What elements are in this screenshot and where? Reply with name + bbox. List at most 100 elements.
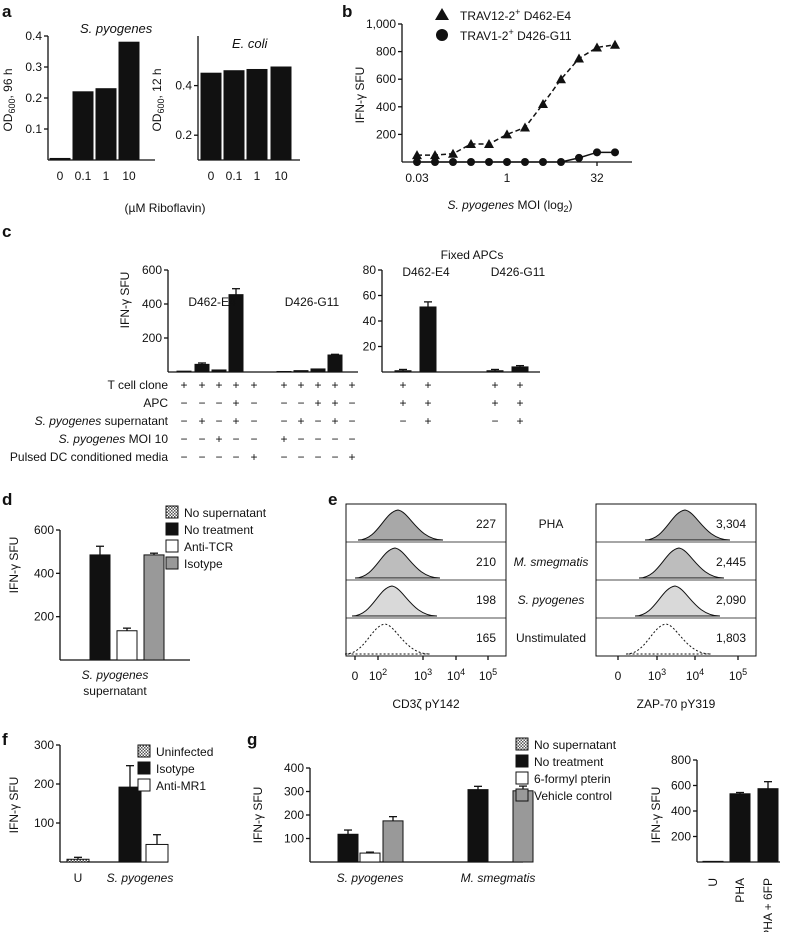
tick-base: 10 [447, 669, 461, 683]
chart-d-legend-label: No treatment [184, 523, 254, 537]
chart-c2-sign: + [424, 396, 431, 410]
legend-name: TRAV1-2 [460, 29, 509, 43]
chart-f: 100 200 300 U S. pyogenes Uninfected Isotype An… [7, 738, 213, 885]
chart-g-bar [359, 852, 381, 863]
chart-b-point-circle [611, 148, 619, 157]
chart-f-legend-swatch [137, 778, 151, 792]
chart-c-sign: − [232, 450, 239, 464]
ylabel-sub: 600 [7, 99, 17, 114]
tick-sup: 4 [460, 667, 465, 677]
chart-c2-sign: − [491, 414, 498, 428]
chart-c-sign: + [297, 378, 304, 392]
chart-a-y-tick-label: 0.2 [25, 91, 42, 105]
chart-c-y-tick-label: 400 [142, 297, 162, 311]
chart-c-sign: + [348, 378, 355, 392]
chart-g-legend-swatch [515, 737, 529, 751]
chart-b-point-triangle [448, 148, 458, 158]
chart-c-row-label: S. pyogenes MOI 10 [59, 432, 169, 446]
chart-e-right-mfi: 3,304 [716, 517, 746, 531]
chart-c-sign: + [280, 378, 287, 392]
chart-g-pha: 200 400 600 800 U PHA PHA + 6FP IFN-γ SFU [649, 753, 780, 932]
chart-c-bar [176, 370, 192, 373]
xlabel-tail: MOI (log [514, 198, 563, 212]
chart-g2-x-tick-label: U [706, 878, 720, 887]
chart-b-x-tick-label: 32 [590, 171, 604, 185]
chart-c-sign: + [314, 396, 321, 410]
chart-b-point-circle [449, 158, 457, 166]
chart-c-main: 200 400 600 D462-E4 D426-G11 IFN-γ SFU T cell … [10, 263, 358, 464]
chart-c-sign: + [232, 396, 239, 410]
chart-e-left-x-tick-label: 103 [414, 667, 432, 683]
chart-c-bar [310, 368, 326, 373]
chart-e-left-mfi: 198 [476, 593, 496, 607]
chart-g2-x-tick-label: PHA + 6FP [761, 878, 775, 932]
chart-a2-x-tick-label: 0.1 [226, 169, 243, 183]
chart-c2-sign: + [516, 396, 523, 410]
chart-c-sign: − [215, 414, 222, 428]
chart-f-y-tick-label: 100 [34, 816, 54, 830]
chart-d-legend-swatch [165, 522, 179, 536]
panel-label-a: a [2, 2, 12, 21]
chart-f-y-tick-label: 200 [34, 777, 54, 791]
chart-e-condition-label: M. smegmatis [514, 555, 589, 569]
chart-c-sign: − [348, 432, 355, 446]
panel-label-e: e [328, 490, 337, 509]
chart-d-y-tick-label: 400 [34, 566, 54, 580]
chart-e-right-x-tick-label: 105 [729, 667, 747, 683]
chart-c2-y-tick-label: 40 [363, 314, 377, 328]
row-text: Pulsed DC conditioned media [10, 450, 168, 464]
chart-f-legend-swatch [137, 761, 151, 775]
chart-c-sign: + [331, 396, 338, 410]
chart-b-x-tick-label: 0.03 [405, 171, 429, 185]
chart-c-sign: − [215, 396, 222, 410]
chart-c-sign: − [297, 396, 304, 410]
chart-b-point-circle [467, 158, 475, 166]
chart-c-sign: − [331, 450, 338, 464]
chart-g2-y-tick-label: 200 [671, 830, 691, 844]
tick-base: 10 [729, 669, 743, 683]
chart-b-point-circle [521, 158, 529, 166]
tick-base: 10 [686, 669, 700, 683]
chart-e-histogram [625, 623, 712, 655]
tick-sup: 2 [382, 667, 387, 677]
chart-c-sign: − [198, 432, 205, 446]
chart-g-legend-label: No treatment [534, 755, 604, 769]
chart-b-point-circle [413, 158, 421, 166]
chart-c-bar [327, 354, 343, 373]
chart-b-y-tick-label: 400 [376, 100, 396, 114]
ylabel-main: OD [1, 113, 15, 131]
chart-b-y-tick-label: 800 [376, 45, 396, 59]
chart-c-sign: − [280, 396, 287, 410]
tick-base: 10 [369, 669, 383, 683]
chart-e-left-x-axis-label: CD3ζ pY142 [392, 697, 460, 711]
chart-d-x-label: supernatant [83, 684, 147, 698]
chart-c-y-tick-label: 200 [142, 331, 162, 345]
chart-d-y-tick-label: 200 [34, 610, 54, 624]
chart-a2-x-tick-label: 0 [208, 169, 215, 183]
chart-f-legend-swatch [137, 744, 151, 758]
chart-c-row-label: S. pyogenes supernatant [35, 414, 169, 428]
chart-b-point-triangle [520, 122, 530, 132]
chart-a-x-tick-label: 0 [57, 169, 64, 183]
chart-c-sign: + [198, 378, 205, 392]
row-tail: MOI 10 [125, 432, 168, 446]
chart-a2-y-tick-label: 0.2 [175, 128, 192, 142]
chart-b-x-axis-label: S. pyogenes MOI (log2) [447, 198, 572, 214]
panel-label-b: b [342, 2, 352, 21]
chart-a-bar [72, 91, 94, 161]
row-text: APC [143, 396, 168, 410]
chart-c2-sign: + [399, 396, 406, 410]
row-tail: supernatant [101, 414, 168, 428]
chart-a2-y-axis-label: OD600, 12 h [150, 68, 166, 131]
chart-c-sign: − [232, 432, 239, 446]
chart-b-point-triangle [466, 139, 476, 149]
tick-sup: 5 [742, 667, 747, 677]
chart-c2-bar [394, 370, 412, 373]
chart-g-y-tick-label: 100 [284, 832, 304, 846]
chart-e-condition-label: S. pyogenes [518, 593, 585, 607]
chart-c-sign: + [250, 450, 257, 464]
chart-b-point-triangle [556, 74, 566, 84]
chart-c-sign: − [314, 432, 321, 446]
chart-c2-sign: + [491, 378, 498, 392]
